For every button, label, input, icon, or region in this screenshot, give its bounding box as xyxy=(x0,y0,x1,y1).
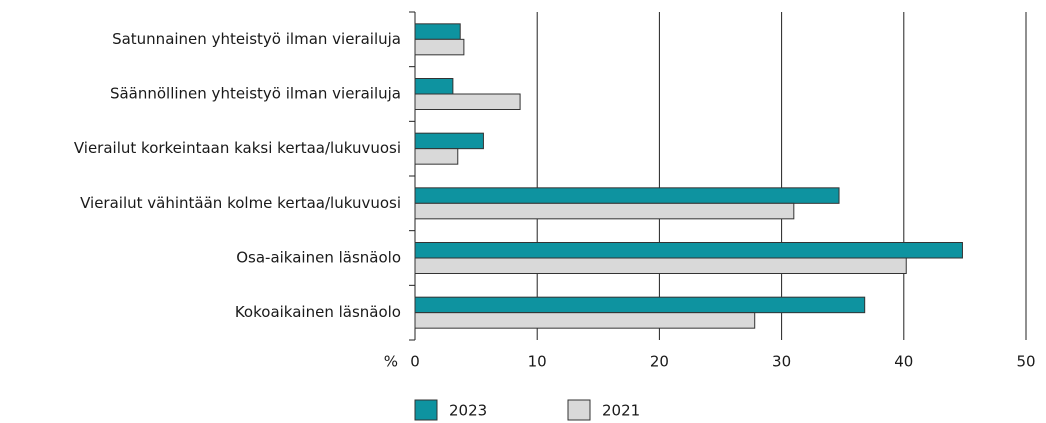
bar xyxy=(414,78,454,95)
bar xyxy=(414,242,963,259)
y-tick-label: Satunnainen yhteistyö ilman vierailuja xyxy=(112,30,401,48)
y-tick-label: Osa-aikainen läsnäolo xyxy=(236,249,401,267)
bar xyxy=(414,296,866,314)
legend-swatch xyxy=(414,399,438,421)
bar xyxy=(414,148,459,165)
y-tick-label: Vierailut korkeintaan kaksi kertaa/lukuv… xyxy=(74,139,401,157)
y-tick-label: Kokoaikainen läsnäolo xyxy=(235,303,401,321)
legend-label: 2021 xyxy=(602,402,640,420)
x-unit-label: % xyxy=(384,353,398,371)
x-tick-label: 0 xyxy=(410,353,420,371)
x-tick-label: 30 xyxy=(772,353,791,371)
y-tick-label: Säännöllinen yhteistyö ilman vierailuja xyxy=(110,85,401,103)
bar xyxy=(414,312,756,329)
x-tick-label: 40 xyxy=(894,353,913,371)
bar xyxy=(414,132,484,150)
x-tick-label: 50 xyxy=(1016,353,1035,371)
y-tick-label: Vierailut vähintään kolme kertaa/lukuvuo… xyxy=(80,194,401,212)
bar xyxy=(414,187,840,204)
bar xyxy=(414,93,521,110)
bar xyxy=(414,202,795,220)
x-tick-label: 20 xyxy=(650,353,669,371)
legend-label: 2023 xyxy=(449,402,487,420)
x-tick-label: 10 xyxy=(528,353,547,371)
bar xyxy=(414,38,465,56)
bar xyxy=(414,23,461,40)
bar xyxy=(414,257,907,274)
legend-swatch xyxy=(567,399,591,421)
